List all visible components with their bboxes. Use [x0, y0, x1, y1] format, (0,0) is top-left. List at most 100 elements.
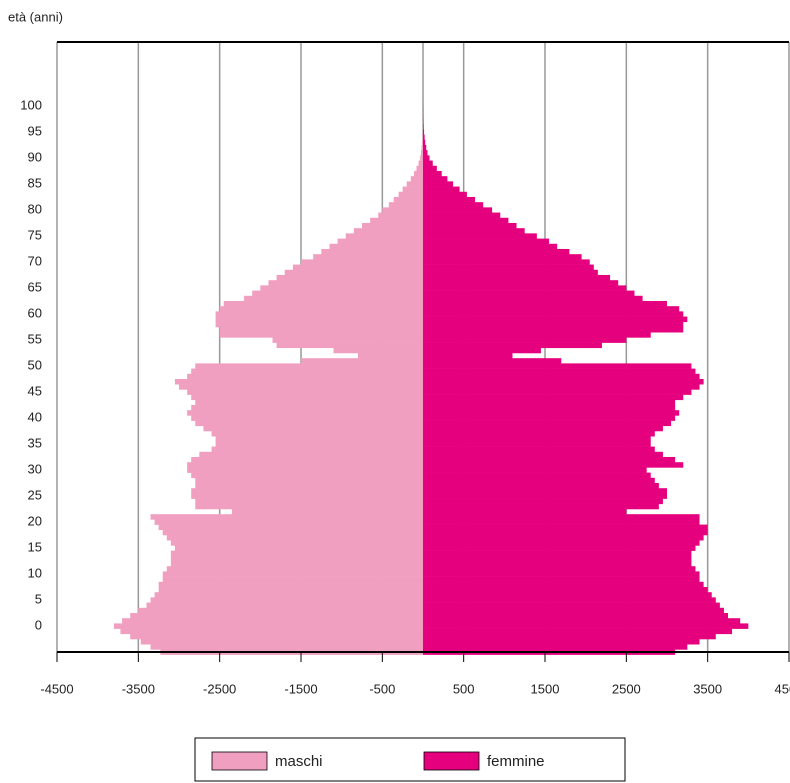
bar: [215, 316, 423, 323]
bar: [423, 441, 651, 447]
bar: [410, 176, 423, 182]
bar: [423, 592, 712, 598]
bar: [423, 191, 467, 198]
bar: [423, 207, 493, 213]
bar: [195, 477, 423, 484]
bar: [423, 602, 720, 609]
bar: [195, 363, 423, 369]
y-tick-label: 30: [28, 461, 42, 476]
bar: [423, 280, 619, 286]
bar: [423, 352, 513, 359]
bar: [191, 472, 423, 479]
bar: [203, 425, 423, 432]
bar: [402, 186, 423, 193]
bar: [423, 550, 692, 557]
bar: [378, 212, 423, 219]
bar: [423, 597, 716, 603]
bar: [422, 139, 423, 146]
bar: [423, 493, 667, 499]
bar: [423, 342, 602, 349]
bar: [418, 160, 423, 167]
bar: [150, 514, 424, 520]
bar: [423, 638, 700, 645]
bar: [423, 404, 676, 411]
bar: [187, 373, 423, 380]
bar: [423, 394, 684, 401]
bar: [382, 207, 423, 213]
bar: [170, 560, 423, 567]
x-tick-label: -2500: [203, 681, 236, 696]
bar: [215, 441, 423, 447]
bar: [423, 399, 676, 406]
bar: [423, 347, 541, 354]
bar: [423, 425, 663, 432]
bar: [421, 144, 423, 151]
bar: [423, 462, 684, 468]
bar: [113, 623, 423, 629]
y-tick-label: 40: [28, 409, 42, 424]
bar: [423, 633, 716, 640]
bar: [388, 202, 423, 208]
bar: [423, 576, 700, 583]
bar: [284, 269, 423, 276]
bar: [423, 316, 688, 323]
bar: [423, 233, 537, 239]
bar: [191, 456, 423, 463]
bar: [219, 326, 423, 333]
bar: [423, 170, 442, 177]
bar: [329, 243, 423, 250]
bar: [272, 337, 423, 343]
bar: [423, 254, 582, 260]
bar: [423, 212, 501, 219]
bar: [191, 415, 423, 421]
bar: [423, 430, 655, 437]
y-tick-label: 5: [35, 591, 42, 606]
bar: [154, 519, 423, 525]
bar: [420, 155, 423, 161]
bar: [423, 612, 728, 619]
bar: [423, 196, 476, 203]
bar: [423, 519, 700, 525]
bar: [150, 644, 424, 650]
legend-swatch: [211, 751, 268, 771]
bar: [423, 503, 659, 510]
bar: [321, 248, 423, 255]
bar: [370, 217, 423, 224]
legend-swatch: [423, 751, 480, 771]
bar: [170, 540, 423, 546]
bar: [223, 300, 423, 307]
bar: [313, 254, 423, 260]
bar: [423, 623, 749, 629]
bar: [423, 165, 437, 172]
bar: [150, 597, 424, 603]
bar: [219, 332, 423, 338]
bar: [423, 467, 647, 473]
bar: [158, 524, 423, 531]
bar: [292, 264, 423, 271]
bar: [174, 545, 423, 551]
x-tick-label: 3500: [693, 681, 722, 696]
bar: [231, 508, 423, 515]
bar: [423, 540, 700, 546]
bar: [130, 633, 423, 640]
bar: [146, 602, 423, 609]
bar: [215, 321, 423, 328]
bar: [244, 295, 423, 302]
bar: [166, 566, 424, 572]
bar: [423, 514, 700, 520]
y-tick-label: 0: [35, 617, 42, 632]
bar: [301, 358, 423, 364]
bar: [211, 446, 423, 453]
bar: [423, 176, 448, 182]
bar: [423, 472, 651, 479]
bar: [423, 420, 672, 427]
bar: [423, 300, 667, 307]
bar: [215, 436, 423, 442]
bar: [423, 295, 643, 302]
bar: [357, 352, 423, 359]
bar: [423, 560, 692, 567]
y-tick-label: 100: [20, 97, 42, 112]
bar: [166, 534, 424, 541]
bar: [423, 332, 651, 338]
